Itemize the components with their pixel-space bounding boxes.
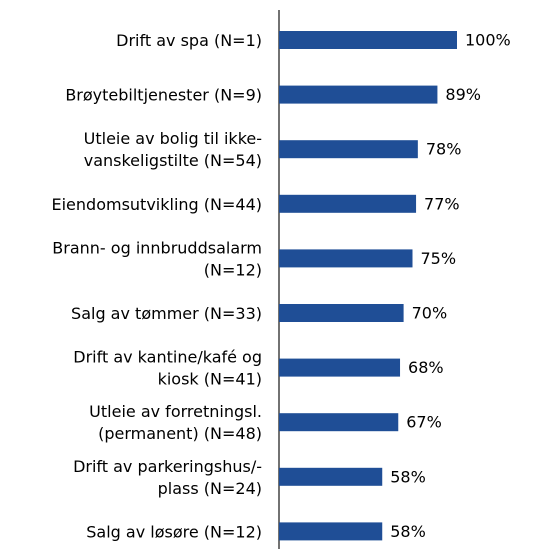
category-label: Drift av spa (N=1) [116,31,262,50]
value-label: 89% [445,85,481,104]
category-line: (N=12) [204,260,262,279]
bar [279,522,383,541]
bar [279,194,417,213]
value-label: 58% [390,467,426,486]
category-line: kiosk (N=41) [158,369,262,388]
value-label: 78% [426,140,462,159]
category-line: Drift av kantine/kafé og [73,347,262,366]
category-label: Salg av tømmer (N=33) [71,304,262,323]
category-line: plass (N=24) [158,478,262,497]
category-line: vanskeligstilte (N=54) [84,151,262,170]
category-line: Utleie av bolig til ikke- [84,129,262,148]
bar [279,358,401,377]
category-line: Drift av spa (N=1) [116,31,262,50]
category-label: Utleie av forretningsl. (permanent) (N=48… [89,402,262,443]
bar [279,85,438,104]
category-label: Drift av parkeringshus/- plass (N=24) [73,456,262,497]
bar [279,413,399,432]
category-line: Utleie av forretningsl. [89,402,262,421]
bar [279,140,418,159]
category-label: Drift av kantine/kafé og kiosk (N=41) [73,347,262,388]
value-label: 70% [412,304,448,323]
value-label: 77% [424,194,460,213]
value-label: 67% [406,413,442,432]
category-line: Salg av tømmer (N=33) [71,304,262,323]
category-line: Brann- og innbruddsalarm [52,238,262,257]
category-label: Brøytebiltjenester (N=9) [65,85,262,104]
category-label: Salg av løsøre (N=12) [86,522,262,541]
value-label: 100% [465,31,511,50]
bar [279,31,457,49]
bar [279,249,413,268]
category-label: Utleie av bolig til ikke-vanskeligstilte… [84,129,262,170]
value-label: 68% [408,358,444,377]
value-label: 58% [390,522,426,541]
bar [279,467,383,486]
category-label: Eiendomsutvikling (N=44) [52,194,263,213]
category-line: Eiendomsutvikling (N=44) [52,194,263,213]
category-line: (permanent) (N=48) [98,424,262,443]
category-line: Drift av parkeringshus/- [73,456,262,475]
category-line: Salg av løsøre (N=12) [86,522,262,541]
bar [279,304,404,322]
category-label: Brann- og innbruddsalarm (N=12) [52,238,262,279]
value-label: 75% [421,249,457,268]
category-line: Brøytebiltjenester (N=9) [65,85,262,104]
